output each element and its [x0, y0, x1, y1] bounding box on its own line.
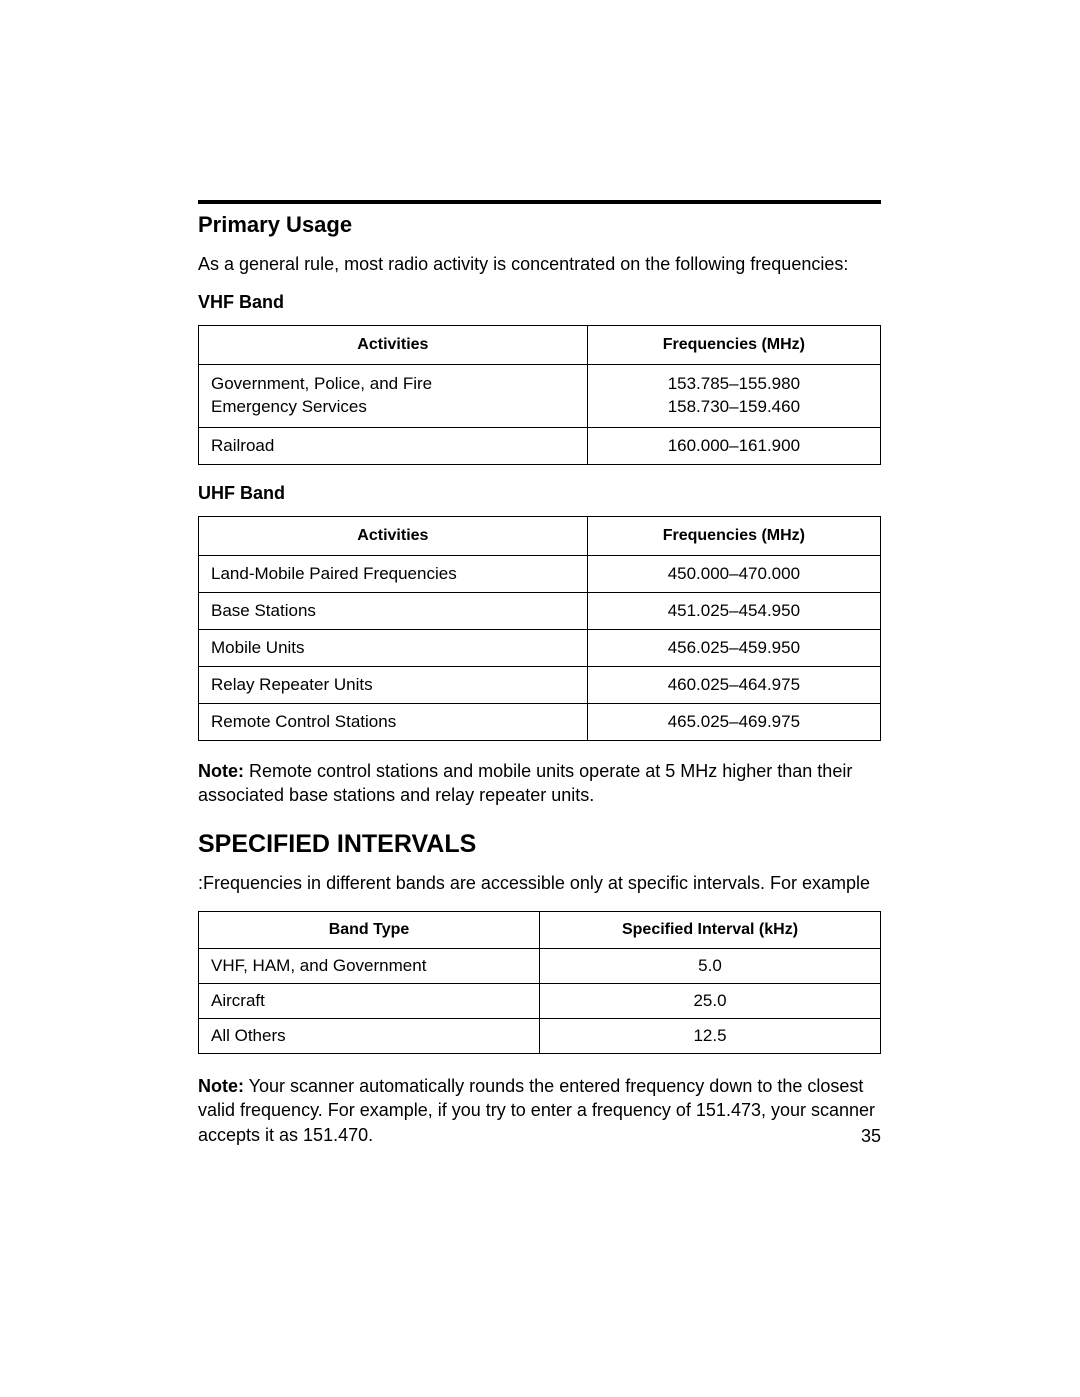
vhf-header-frequencies: Frequencies (MHz): [587, 326, 880, 365]
vhf-activity-cell: Railroad: [199, 428, 588, 465]
intervals-header-band: Band Type: [199, 912, 540, 949]
vhf-activity-cell: Government, Police, and Fire Emergency S…: [199, 365, 588, 428]
cell-text: Government, Police, and Fire: [211, 373, 575, 396]
intervals-header-interval: Specified Interval (kHz): [540, 912, 881, 949]
table-row: All Others 12.5: [199, 1019, 881, 1054]
table-row: Relay Repeater Units 460.025–464.975: [199, 667, 881, 704]
interval-value-cell: 25.0: [540, 984, 881, 1019]
primary-usage-heading: Primary Usage: [198, 212, 881, 238]
uhf-header-activities: Activities: [199, 517, 588, 556]
vhf-band-label: VHF Band: [198, 292, 881, 313]
interval-value-cell: 5.0: [540, 949, 881, 984]
page-content: Primary Usage As a general rule, most ra…: [198, 200, 881, 1147]
note-body: Your scanner automatically rounds the en…: [198, 1076, 875, 1145]
specified-intervals-intro: :Frequencies in different bands are acce…: [198, 871, 881, 895]
uhf-band-label: UHF Band: [198, 483, 881, 504]
table-header-row: Band Type Specified Interval (kHz): [199, 912, 881, 949]
table-row: VHF, HAM, and Government 5.0: [199, 949, 881, 984]
uhf-activity-cell: Relay Repeater Units: [199, 667, 588, 704]
intervals-table: Band Type Specified Interval (kHz) VHF, …: [198, 911, 881, 1054]
cell-text: 158.730–159.460: [600, 396, 868, 419]
final-note-block: Note: Your scanner automatically rounds …: [198, 1074, 881, 1147]
note-label: Note:: [198, 1076, 244, 1096]
uhf-freq-cell: 456.025–459.950: [587, 630, 880, 667]
uhf-freq-cell: 465.025–469.975: [587, 704, 880, 741]
uhf-header-frequencies: Frequencies (MHz): [587, 517, 880, 556]
uhf-activity-cell: Base Stations: [199, 593, 588, 630]
table-header-row: Activities Frequencies (MHz): [199, 326, 881, 365]
uhf-activity-cell: Remote Control Stations: [199, 704, 588, 741]
note-body: Remote control stations and mobile units…: [198, 761, 852, 805]
specified-intervals-heading: SPECIFIED INTERVALS: [198, 830, 881, 859]
vhf-freq-cell: 160.000–161.900: [587, 428, 880, 465]
table-row: Base Stations 451.025–454.950: [199, 593, 881, 630]
table-row: Mobile Units 456.025–459.950: [199, 630, 881, 667]
table-row: Railroad 160.000–161.900: [199, 428, 881, 465]
table-row: Land-Mobile Paired Frequencies 450.000–4…: [199, 556, 881, 593]
table-row: Government, Police, and Fire Emergency S…: [199, 365, 881, 428]
cell-text: Emergency Services: [211, 396, 575, 419]
uhf-freq-cell: 460.025–464.975: [587, 667, 880, 704]
primary-usage-intro: As a general rule, most radio activity i…: [198, 252, 881, 276]
uhf-freq-cell: 451.025–454.950: [587, 593, 880, 630]
page-number: 35: [861, 1126, 881, 1147]
table-row: Remote Control Stations 465.025–469.975: [199, 704, 881, 741]
note-rounding: Note: Your scanner automatically rounds …: [198, 1074, 881, 1147]
interval-band-cell: VHF, HAM, and Government: [199, 949, 540, 984]
vhf-freq-cell: 153.785–155.980 158.730–159.460: [587, 365, 880, 428]
table-row: Aircraft 25.0: [199, 984, 881, 1019]
interval-band-cell: All Others: [199, 1019, 540, 1054]
interval-value-cell: 12.5: [540, 1019, 881, 1054]
uhf-table: Activities Frequencies (MHz) Land-Mobile…: [198, 516, 881, 741]
note-remote-control: Note: Remote control stations and mobile…: [198, 759, 881, 808]
uhf-freq-cell: 450.000–470.000: [587, 556, 880, 593]
cell-text: 153.785–155.980: [600, 373, 868, 396]
vhf-table: Activities Frequencies (MHz) Government,…: [198, 325, 881, 465]
top-horizontal-rule: [198, 200, 881, 204]
interval-band-cell: Aircraft: [199, 984, 540, 1019]
uhf-activity-cell: Mobile Units: [199, 630, 588, 667]
vhf-header-activities: Activities: [199, 326, 588, 365]
table-header-row: Activities Frequencies (MHz): [199, 517, 881, 556]
uhf-activity-cell: Land-Mobile Paired Frequencies: [199, 556, 588, 593]
note-label: Note:: [198, 761, 244, 781]
